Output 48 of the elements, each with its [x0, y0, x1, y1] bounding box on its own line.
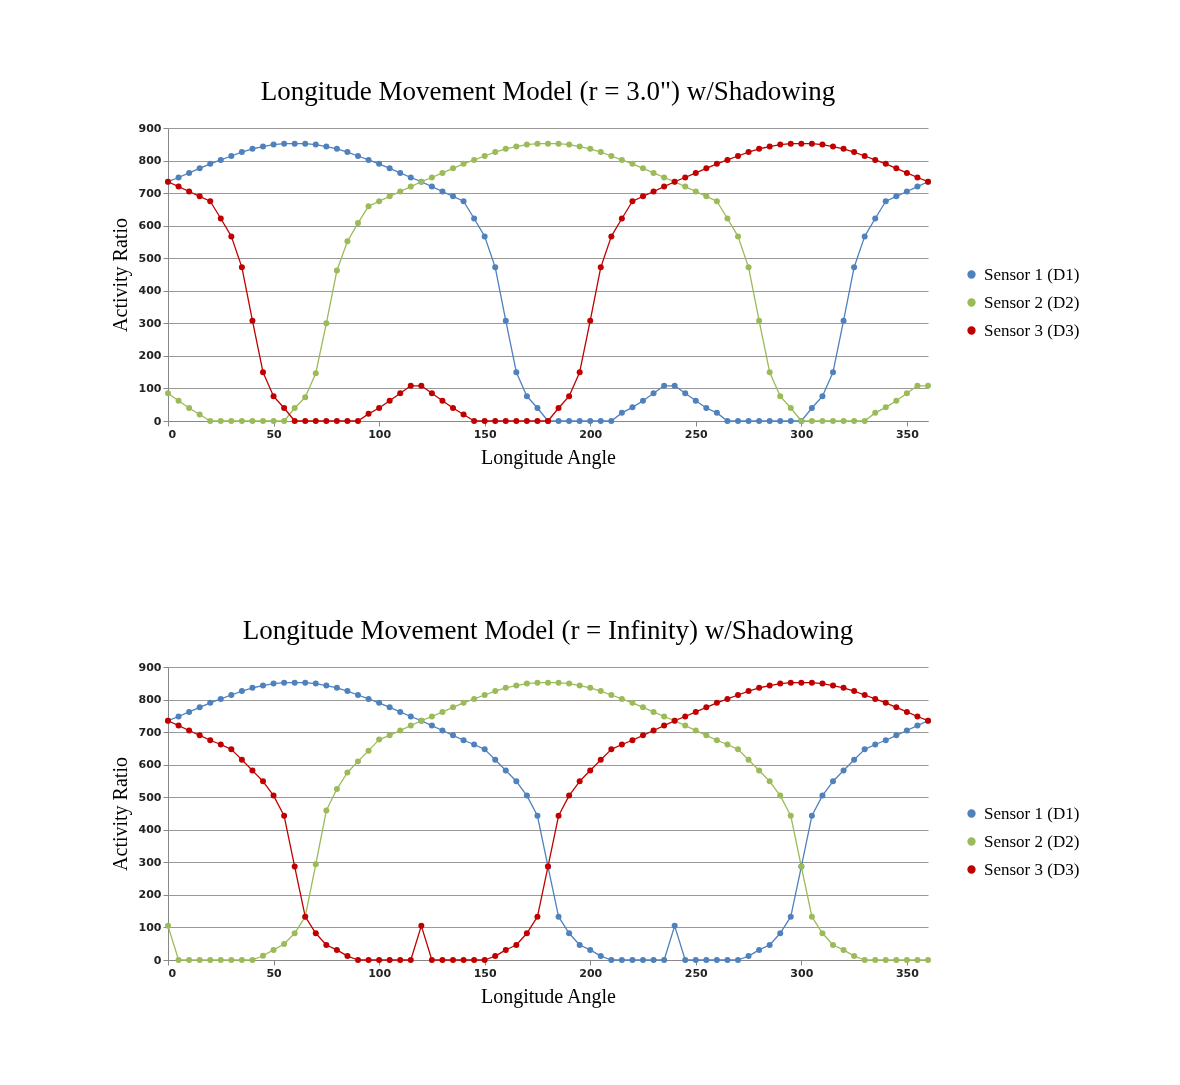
- chart-title: Longitude Movement Model (r = 3.0") w/Shadowing: [260, 76, 836, 106]
- y-tick-label: 0: [153, 414, 162, 428]
- x-tick-label: 0: [168, 966, 177, 980]
- y-tick-label: 900: [138, 660, 162, 674]
- x-tick-label: 100: [368, 427, 392, 441]
- x-axis-title: Longitude Angle: [481, 445, 617, 469]
- x-tick-label: 150: [473, 966, 497, 980]
- x-tick-label: 350: [895, 427, 920, 441]
- x-tick-label: 250: [684, 427, 709, 441]
- x-tick-label: 50: [266, 966, 283, 980]
- y-tick-label: 600: [138, 758, 162, 772]
- x-tick-label: 100: [368, 966, 392, 980]
- x-tick-label: 200: [579, 427, 603, 441]
- y-tick-label: 900: [138, 121, 162, 135]
- x-tick-label: 250: [684, 966, 709, 980]
- legend-label: Sensor 1 (D1): [984, 264, 1080, 284]
- x-tick-label: 300: [790, 966, 814, 980]
- y-tick-label: 200: [138, 349, 162, 363]
- y-tick-label: 300: [138, 855, 162, 869]
- y-tick-label: 300: [138, 316, 162, 330]
- x-tick-label: 0: [168, 427, 177, 441]
- y-tick-label: 600: [138, 219, 162, 233]
- x-axis-title: Longitude Angle: [481, 984, 617, 1008]
- y-tick-label: 500: [138, 251, 162, 265]
- y-tick-label: 400: [138, 823, 162, 837]
- legend-label: Sensor 3 (D3): [984, 859, 1080, 879]
- y-tick-label: 500: [138, 790, 162, 804]
- x-tick-label: 350: [895, 966, 920, 980]
- legend-label: Sensor 3 (D3): [984, 320, 1080, 340]
- y-axis-title: Activity Ratio: [108, 757, 132, 871]
- y-tick-label: 0: [153, 953, 162, 967]
- x-tick-label: 150: [473, 427, 497, 441]
- y-tick-label: 100: [138, 381, 162, 395]
- y-tick-label: 700: [138, 725, 162, 739]
- x-tick-label: 200: [579, 966, 603, 980]
- x-tick-label: 300: [790, 427, 814, 441]
- y-axis-title: Activity Ratio: [108, 218, 132, 332]
- y-tick-label: 400: [138, 284, 162, 298]
- chart-title: Longitude Movement Model (r = Infinity) w/Shadowing: [242, 615, 854, 645]
- y-tick-label: 700: [138, 186, 162, 200]
- y-tick-label: 100: [138, 920, 162, 934]
- legend-label: Sensor 2 (D2): [984, 831, 1080, 851]
- legend-label: Sensor 2 (D2): [984, 292, 1080, 312]
- y-tick-label: 200: [138, 888, 162, 902]
- y-tick-label: 800: [138, 693, 162, 707]
- x-tick-label: 50: [266, 427, 283, 441]
- legend-label: Sensor 1 (D1): [984, 803, 1080, 823]
- y-tick-label: 800: [138, 154, 162, 168]
